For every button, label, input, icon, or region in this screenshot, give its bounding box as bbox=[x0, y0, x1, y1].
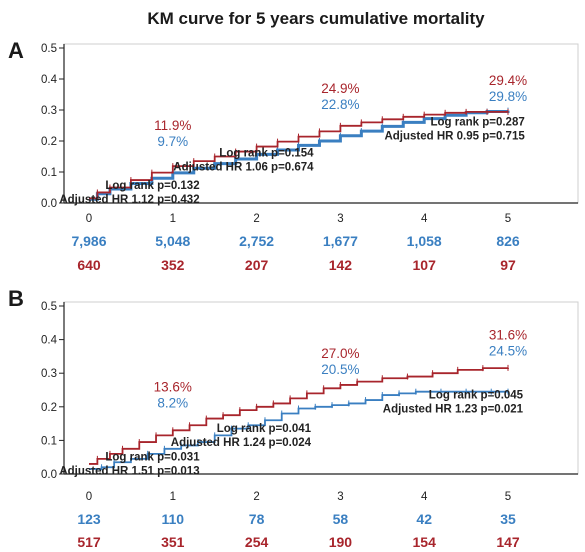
pct-label-blue: 29.8% bbox=[489, 89, 527, 104]
risk-count-red: 517 bbox=[77, 534, 101, 550]
y-tick-label: 0.1 bbox=[41, 167, 57, 179]
logrank-annotation: Log rank p=0.045 bbox=[429, 389, 524, 401]
risk-count-red: 254 bbox=[245, 534, 269, 550]
y-tick-label: 0.3 bbox=[41, 368, 57, 380]
risk-count-red: 207 bbox=[245, 257, 269, 273]
pct-label-red: 27.0% bbox=[321, 346, 359, 361]
risk-count-red: 190 bbox=[329, 534, 353, 550]
risk-count-blue: 2,752 bbox=[239, 233, 274, 249]
hr-annotation: Adjusted HR 1.12 p=0.432 bbox=[59, 194, 199, 206]
logrank-annotation: Log rank p=0.041 bbox=[217, 423, 312, 435]
chart-title: KM curve for 5 years cumulative mortalit… bbox=[147, 9, 485, 28]
risk-count-blue: 5,048 bbox=[155, 233, 190, 249]
risk-count-red: 97 bbox=[500, 257, 516, 273]
y-tick-label: 0.0 bbox=[41, 198, 57, 210]
logrank-annotation: Log rank p=0.132 bbox=[105, 180, 199, 192]
y-tick-label: 0.0 bbox=[41, 469, 57, 481]
risk-count-red: 640 bbox=[77, 257, 101, 273]
risk-count-blue: 123 bbox=[77, 511, 101, 527]
pct-label-red: 31.6% bbox=[489, 328, 527, 343]
risk-count-blue: 1,058 bbox=[407, 233, 442, 249]
pct-label-blue: 8.2% bbox=[157, 396, 188, 411]
risk-count-blue: 7,986 bbox=[71, 233, 106, 249]
y-tick-label: 0.4 bbox=[41, 74, 58, 86]
panel-label: A bbox=[8, 38, 24, 63]
hr-annotation: Adjusted HR 1.06 p=0.674 bbox=[173, 162, 314, 174]
risk-count-blue: 826 bbox=[496, 233, 520, 249]
logrank-annotation: Log rank p=0.154 bbox=[219, 148, 314, 160]
pct-label-red: 11.9% bbox=[154, 118, 191, 133]
y-tick-label: 0.1 bbox=[41, 435, 57, 447]
risk-count-blue: 35 bbox=[500, 511, 516, 527]
pct-label-red: 24.9% bbox=[321, 81, 359, 96]
x-tick-label: 5 bbox=[505, 491, 511, 503]
x-tick-label: 2 bbox=[253, 213, 259, 225]
panel-label: B bbox=[8, 286, 24, 311]
hr-annotation: Adjusted HR 1.51 p=0.013 bbox=[59, 466, 199, 478]
x-tick-label: 1 bbox=[170, 213, 176, 225]
pct-label-blue: 24.5% bbox=[489, 344, 527, 359]
x-tick-label: 4 bbox=[421, 491, 428, 503]
y-tick-label: 0.5 bbox=[41, 43, 57, 55]
pct-label-blue: 22.8% bbox=[321, 97, 359, 112]
y-tick-label: 0.2 bbox=[41, 402, 57, 414]
logrank-annotation: Log rank p=0.287 bbox=[430, 117, 524, 129]
hr-annotation: Adjusted HR 1.24 p=0.024 bbox=[171, 437, 312, 449]
hr-annotation: Adjusted HR 1.23 p=0.021 bbox=[383, 403, 524, 415]
x-tick-label: 3 bbox=[337, 213, 343, 225]
pct-label-blue: 20.5% bbox=[321, 362, 359, 377]
x-tick-label: 0 bbox=[86, 213, 92, 225]
x-tick-label: 2 bbox=[253, 491, 259, 503]
risk-count-red: 107 bbox=[413, 257, 437, 273]
pct-label-red: 29.4% bbox=[489, 73, 527, 88]
risk-count-red: 352 bbox=[161, 257, 185, 273]
risk-count-red: 154 bbox=[413, 534, 437, 550]
pct-label-red: 13.6% bbox=[154, 380, 192, 395]
risk-count-blue: 42 bbox=[416, 511, 432, 527]
logrank-annotation: Log rank p=0.031 bbox=[105, 452, 200, 464]
x-tick-label: 4 bbox=[421, 213, 428, 225]
risk-count-blue: 110 bbox=[162, 511, 185, 527]
y-tick-label: 0.2 bbox=[41, 136, 57, 148]
pct-label-blue: 9.7% bbox=[157, 134, 188, 149]
risk-count-blue: 1,677 bbox=[323, 233, 358, 249]
hr-annotation: Adjusted HR 0.95 p=0.715 bbox=[384, 131, 525, 143]
risk-count-red: 147 bbox=[496, 534, 520, 550]
risk-count-red: 142 bbox=[329, 257, 353, 273]
panel-a: A0.00.10.20.30.40.50 1 2 3 4 511.9%9.7%24.9%2… bbox=[8, 38, 579, 273]
risk-count-blue: 78 bbox=[249, 511, 265, 527]
x-tick-label: 0 bbox=[86, 491, 92, 503]
x-tick-label: 5 bbox=[505, 213, 511, 225]
panel-b: B0.00.10.20.30.40.50 1 2 3 4 513.6%8.2%27.0%2… bbox=[8, 286, 579, 550]
x-tick-label: 1 bbox=[170, 491, 176, 503]
y-tick-label: 0.3 bbox=[41, 105, 57, 117]
risk-count-blue: 58 bbox=[333, 511, 349, 527]
x-tick-label: 3 bbox=[337, 491, 343, 503]
series-line-1 bbox=[89, 367, 509, 465]
series-line-0 bbox=[89, 110, 510, 201]
y-tick-label: 0.5 bbox=[41, 301, 57, 313]
y-tick-label: 0.4 bbox=[41, 335, 58, 347]
risk-count-red: 351 bbox=[161, 534, 185, 550]
